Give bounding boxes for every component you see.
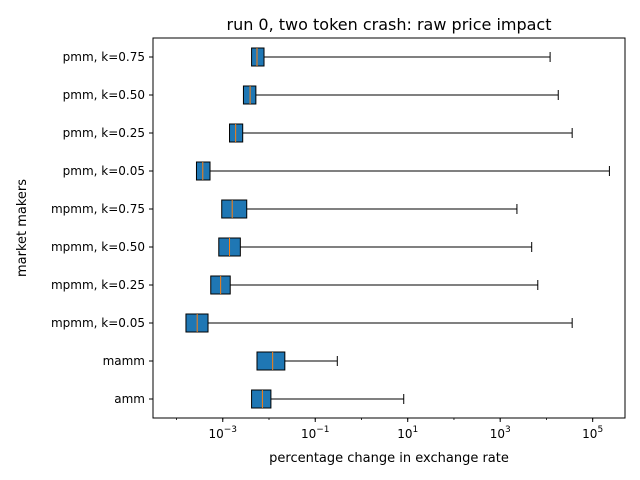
- box-group: [221, 199, 518, 219]
- box-group: [185, 313, 573, 333]
- chart-title: run 0, two token crash: raw price impact: [226, 15, 551, 34]
- x-tick-label: 103: [490, 425, 511, 441]
- box: [256, 351, 286, 371]
- y-axis: pmm, k=0.75 pmm, k=0.50 pmm, k=0.25 pmm, k=…: [51, 50, 153, 406]
- y-tick-label: mpmm, k=0.50: [51, 240, 145, 254]
- box-group: [251, 389, 405, 409]
- box-group: [242, 85, 559, 105]
- y-tick-label: pmm, k=0.25: [63, 126, 145, 140]
- box: [251, 389, 272, 409]
- box-group: [195, 161, 610, 181]
- y-tick-label: pmm, k=0.75: [63, 50, 145, 64]
- x-tick-label: 101: [397, 425, 418, 441]
- x-tick-label: 10−1: [301, 425, 330, 441]
- x-tick-label: 105: [582, 425, 603, 441]
- y-tick-label: mpmm, k=0.25: [51, 278, 145, 292]
- plot-area: [185, 47, 610, 409]
- axes-frame: [152, 37, 626, 419]
- y-tick-label: amm: [114, 392, 145, 406]
- box-group: [251, 47, 551, 67]
- box: [251, 47, 265, 67]
- box: [221, 199, 248, 219]
- x-axis: 10−3 10−1 101 103 105: [176, 418, 603, 441]
- y-tick-label: pmm, k=0.50: [63, 88, 145, 102]
- box-group: [218, 237, 533, 257]
- y-axis-label: market makers: [15, 179, 30, 277]
- x-tick-label: 10−3: [208, 425, 237, 441]
- box-group: [229, 123, 573, 143]
- y-tick-label: mpmm, k=0.05: [51, 316, 145, 330]
- box-group: [210, 275, 539, 295]
- y-tick-label: pmm, k=0.05: [63, 164, 145, 178]
- box-group: [256, 351, 338, 371]
- x-axis-label: percentage change in exchange rate: [269, 451, 509, 466]
- y-tick-label: mamm: [103, 354, 145, 368]
- y-tick-label: mpmm, k=0.75: [51, 202, 145, 216]
